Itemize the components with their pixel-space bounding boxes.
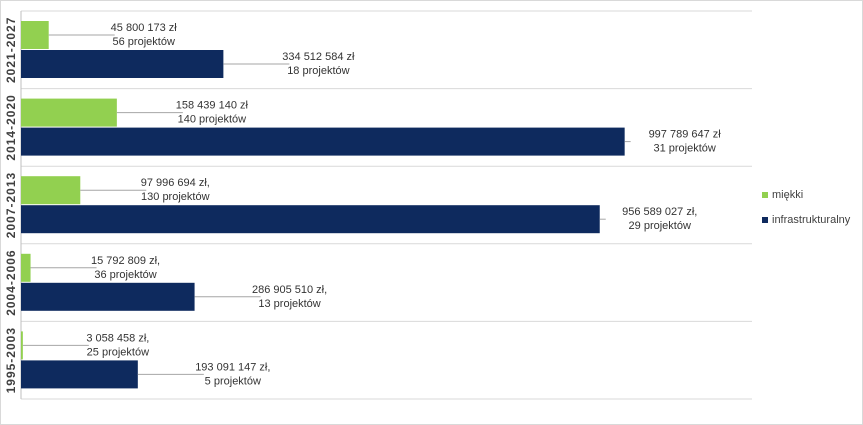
legend-swatch (762, 217, 768, 223)
bar-miekki (21, 253, 31, 282)
bar-miekki (21, 176, 81, 205)
category-label: 2007-2013 (4, 172, 18, 238)
data-label-count: 13 projektów (258, 298, 320, 310)
bar-infrastrukturalny (21, 360, 138, 389)
bar-miekki (21, 331, 23, 360)
bar-miekki (21, 21, 49, 49)
data-label-count: 25 projektów (87, 346, 149, 358)
bar-infrastrukturalny (21, 282, 195, 311)
data-label-value: 997 789 647 zł (649, 129, 722, 141)
bar-miekki (21, 98, 117, 127)
data-label-value: 193 091 147 zł, (195, 361, 270, 373)
data-label-value: 3 058 458 zł, (86, 332, 149, 344)
data-label-value: 15 792 809 zł, (91, 255, 160, 267)
data-label-count: 31 projektów (653, 143, 715, 155)
data-label-value: 286 905 510 zł, (252, 284, 327, 296)
data-label-value: 45 800 173 zł (111, 22, 178, 34)
category-label: 1995-2003 (4, 327, 18, 393)
data-label-count: 29 projektów (629, 220, 691, 232)
data-label-count: 18 projektów (287, 65, 349, 77)
data-label-value: 956 589 027 zł, (622, 206, 697, 218)
category-label: 2021-2027 (4, 17, 18, 83)
category-label: 2004-2006 (4, 249, 18, 315)
data-label-count: 130 projektów (141, 191, 210, 203)
bar-infrastrukturalny (21, 50, 224, 78)
data-label-value: 334 512 584 zł (282, 51, 355, 63)
data-label-count: 5 projektów (205, 375, 261, 387)
legend-swatch (762, 192, 768, 198)
data-label-value: 97 996 694 zł, (141, 177, 210, 189)
category-label: 2014-2020 (4, 94, 18, 160)
data-label-count: 36 projektów (94, 269, 156, 281)
data-label-value: 158 439 140 zł (176, 100, 249, 112)
data-label-count: 56 projektów (113, 36, 175, 48)
bar-infrastrukturalny (21, 205, 600, 234)
legend-label: infrastrukturalny (772, 214, 851, 226)
data-label-count: 140 projektów (178, 114, 247, 126)
legend-label: miękki (772, 189, 803, 201)
bar-infrastrukturalny (21, 127, 625, 156)
